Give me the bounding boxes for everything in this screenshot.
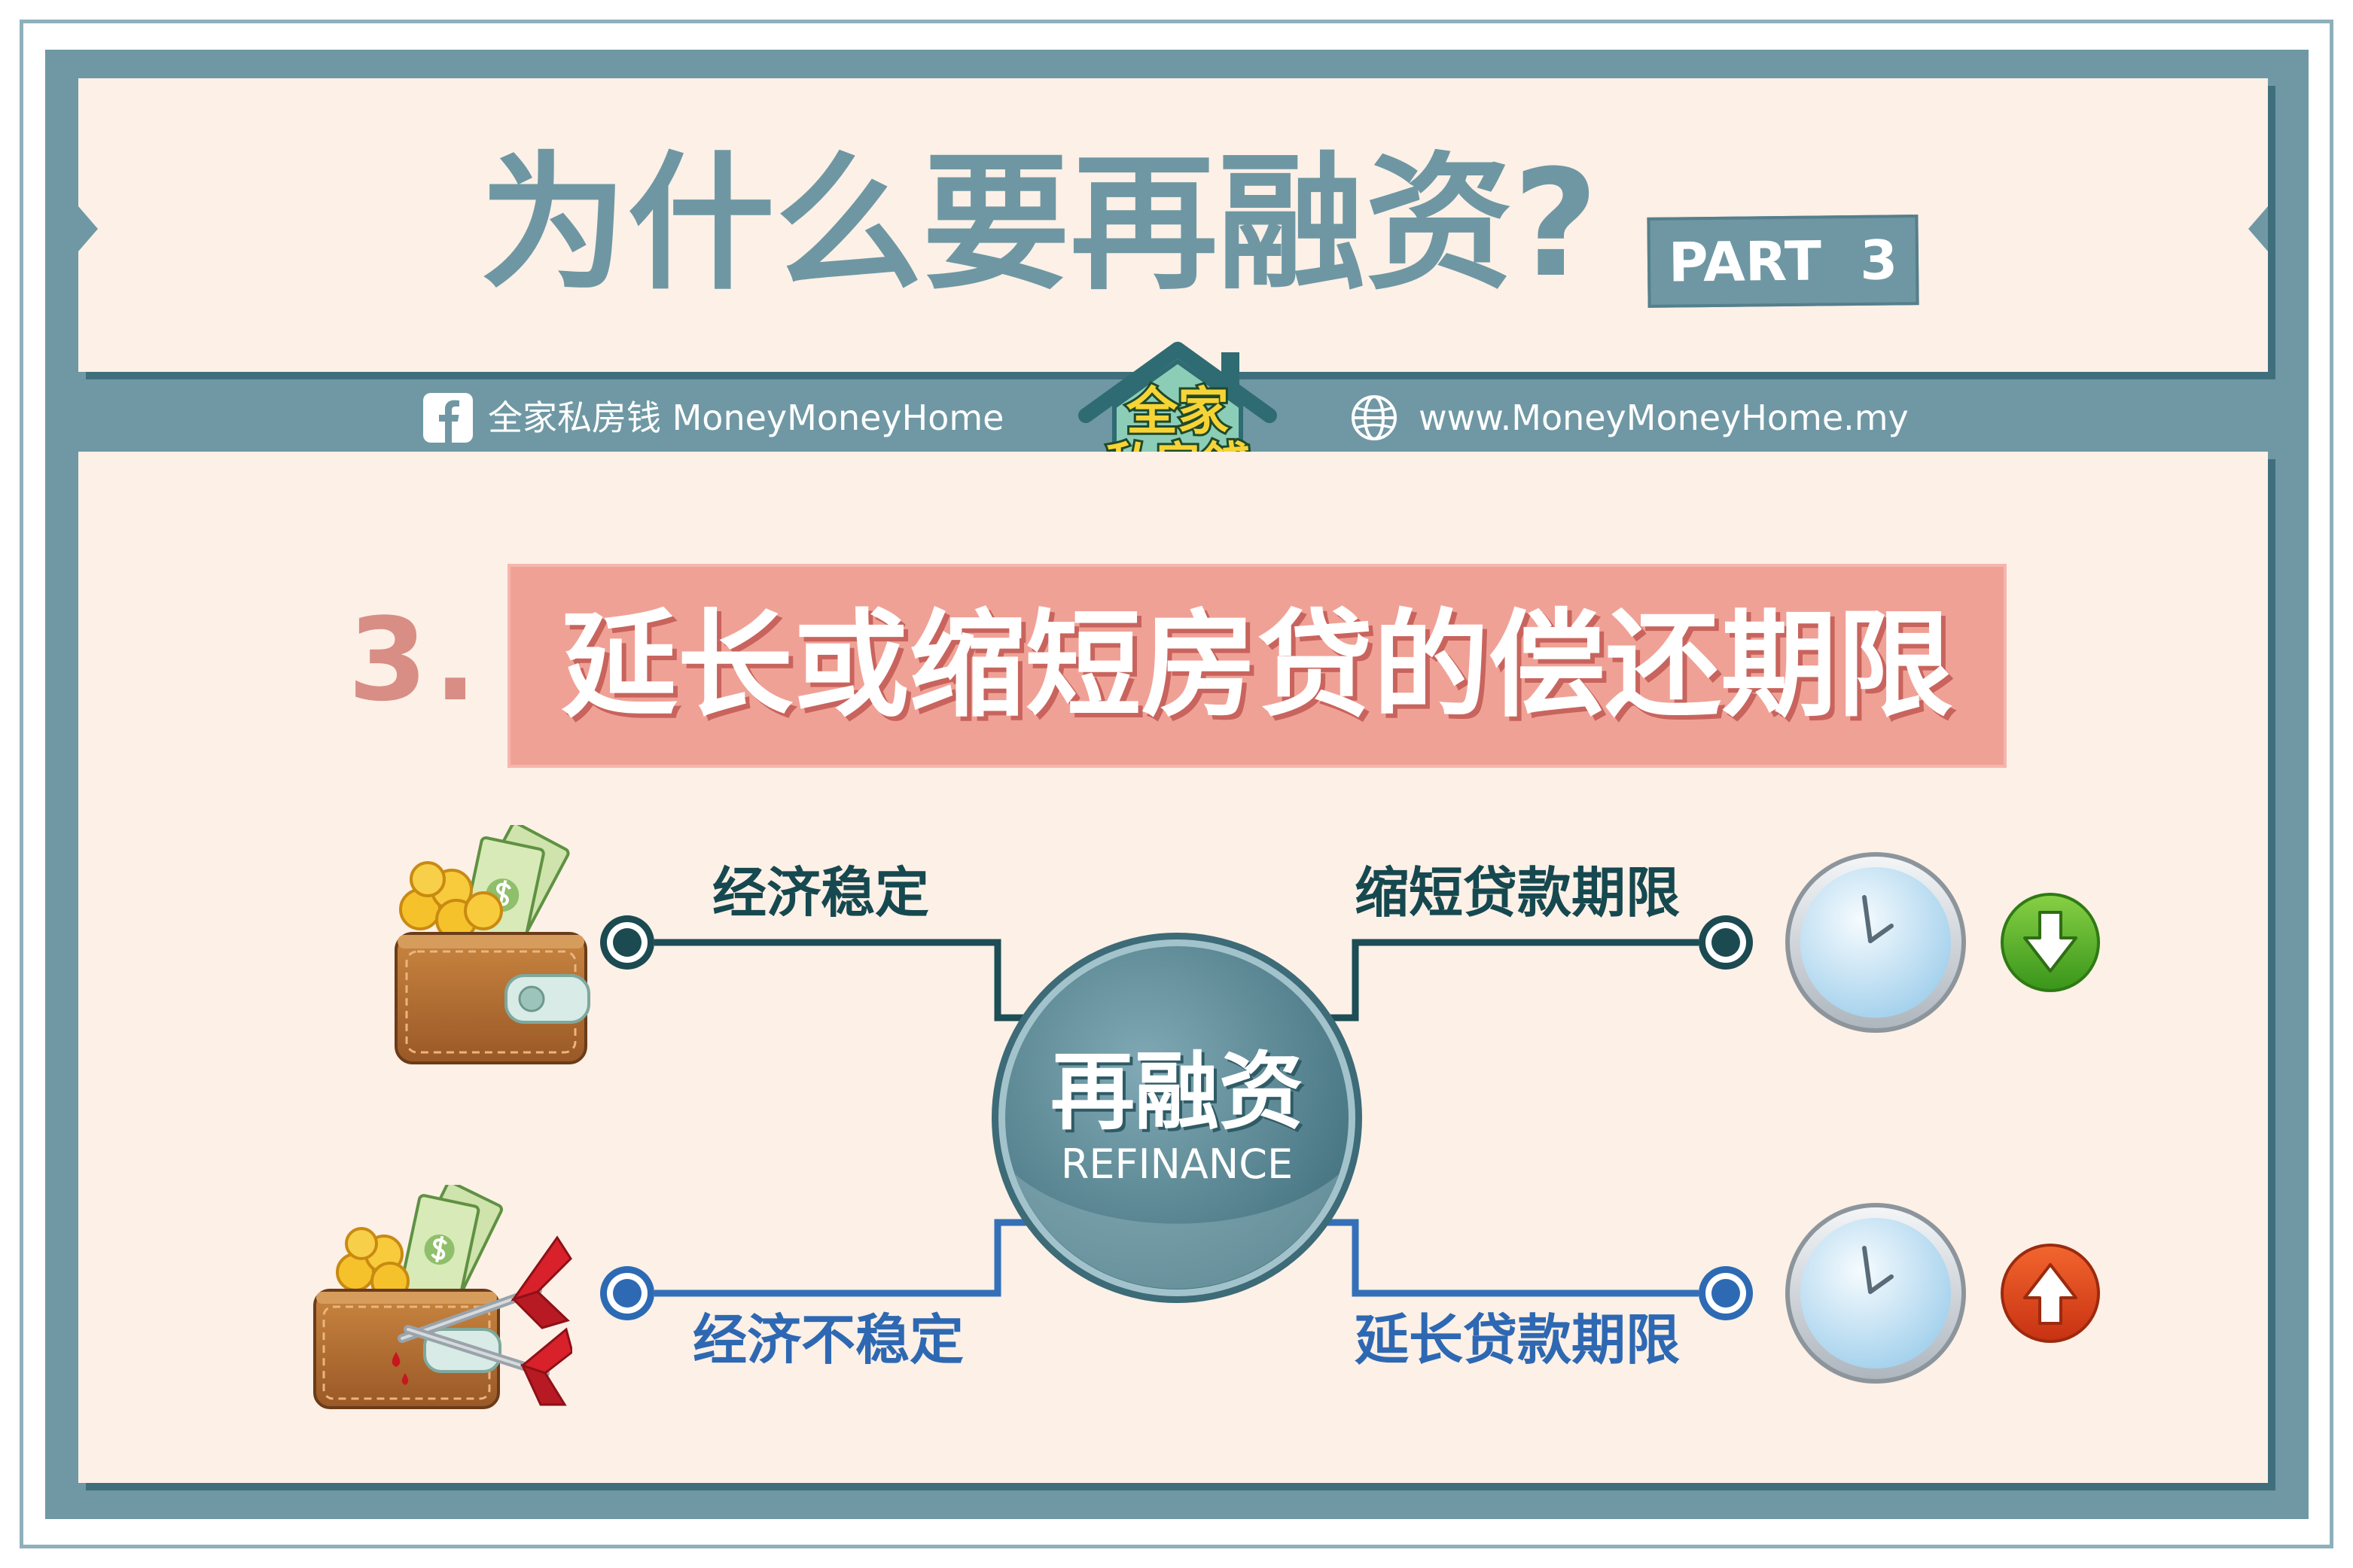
wallet-stitching <box>405 950 577 1054</box>
logo-line1: 全家 <box>1126 382 1229 442</box>
label-extend-term: 延长贷款期限 <box>1354 1308 1680 1372</box>
label-shorten-term: 缩短贷款期限 <box>1354 861 1680 924</box>
banknote <box>398 1194 480 1305</box>
outer-border <box>20 20 2333 1548</box>
wallet-icon <box>393 821 592 1067</box>
section-number: 3. <box>348 593 483 726</box>
page-title: 为什么要再融资? <box>480 139 1599 310</box>
coin-pile <box>399 861 503 941</box>
globe-icon <box>1349 393 1399 443</box>
label-stable-economy: 经济稳定 <box>712 861 929 924</box>
blood-drops <box>392 1352 409 1385</box>
title-panel-notch-right <box>2248 206 2268 251</box>
website-url: www.MoneyMoneyHome.my <box>1419 397 1909 438</box>
section-heading-box: 延长或缩短房贷的偿还期限 <box>511 567 2004 765</box>
coin-pile <box>336 1227 410 1301</box>
facebook-page-name: 全家私房钱 MoneyMoneyHome <box>488 397 1004 438</box>
logo-roof <box>1078 342 1277 423</box>
title-panel-notch-left <box>78 206 98 251</box>
hub-title: 再融资 <box>1050 1043 1303 1141</box>
facebook-icon <box>423 393 473 443</box>
hub-subtitle: REFINANCE <box>1060 1140 1294 1188</box>
part-badge: PART 3 <box>1647 215 1919 308</box>
section-heading: 延长或缩短房贷的偿还期限 <box>561 598 1953 733</box>
wallet-with-darts-icon <box>312 1180 574 1412</box>
dart <box>398 1235 572 1343</box>
label-unstable-economy: 经济不稳定 <box>692 1308 964 1372</box>
